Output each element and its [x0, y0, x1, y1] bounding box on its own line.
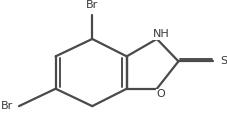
Text: Br: Br	[86, 0, 98, 10]
Text: S: S	[220, 56, 227, 66]
Text: NH: NH	[153, 29, 170, 39]
Text: O: O	[157, 89, 165, 99]
Text: Br: Br	[1, 101, 13, 111]
